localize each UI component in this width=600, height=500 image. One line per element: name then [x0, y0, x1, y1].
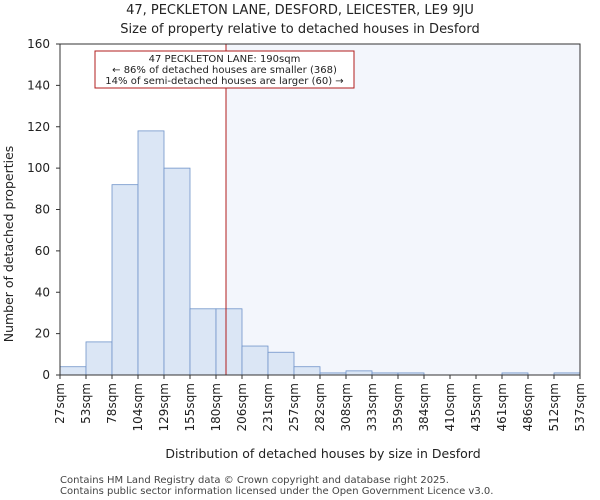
x-tick-label: 53sqm [79, 383, 93, 424]
y-axis-label: Number of detached properties [1, 146, 16, 343]
x-tick-label: 359sqm [391, 383, 405, 431]
chart-subtitle: Size of property relative to detached ho… [120, 22, 479, 37]
bar-257sqm [293, 366, 321, 376]
annotation-line-2: ← 86% of detached houses are smaller (36… [112, 65, 337, 76]
x-tick-label: 231sqm [261, 383, 275, 431]
chart-title: 47, PECKLETON LANE, DESFORD, LEICESTER, … [126, 3, 474, 18]
highlight-region [226, 44, 580, 375]
x-tick-label: 537sqm [573, 383, 587, 431]
y-tick-label: 0 [42, 368, 50, 382]
footer-line-2: Contains public sector information licen… [60, 486, 493, 497]
x-tick-label: 206sqm [235, 383, 249, 431]
annotation-line-3: 14% of semi-detached houses are larger (… [105, 76, 343, 87]
y-tick-label: 80 [35, 203, 50, 217]
y-ticks: 0 20 40 60 80 100 120 140 160 [27, 37, 60, 382]
bar-155sqm [189, 308, 217, 376]
x-tick-label: 308sqm [339, 383, 353, 431]
bar-78sqm [111, 184, 139, 376]
bar-53sqm [85, 341, 113, 376]
bar-231sqm [267, 351, 295, 376]
x-tick-label: 129sqm [157, 383, 171, 431]
x-tick-label: 410sqm [443, 383, 457, 431]
x-tick-label: 333sqm [365, 383, 379, 431]
bar-129sqm [163, 167, 191, 376]
x-tick-label: 435sqm [469, 383, 483, 431]
x-tick-label: 27sqm [53, 383, 67, 424]
y-tick-label: 100 [27, 161, 50, 175]
x-tick-label: 486sqm [521, 383, 535, 431]
y-tick-label: 40 [35, 285, 50, 299]
x-tick-label: 282sqm [313, 383, 327, 431]
x-ticks: 27sqm 53sqm 78sqm 104sqm 129sqm 155sqm 180sqm 2… [53, 375, 587, 431]
x-tick-label: 461sqm [495, 383, 509, 431]
y-tick-label: 120 [27, 120, 50, 134]
annotation-line-1: 47 PECKLETON LANE: 190sqm [149, 54, 301, 65]
x-axis-label: Distribution of detached houses by size … [165, 446, 480, 461]
y-tick-label: 60 [35, 244, 50, 258]
footer-line-1: Contains HM Land Registry data © Crown c… [60, 475, 449, 486]
x-tick-label: 78sqm [105, 383, 119, 424]
x-tick-label: 155sqm [183, 383, 197, 431]
bar-206sqm [241, 345, 269, 376]
x-tick-label: 512sqm [547, 383, 561, 431]
annotation-box: 47 PECKLETON LANE: 190sqm ← 86% of detac… [94, 50, 355, 89]
x-tick-label: 104sqm [131, 383, 145, 431]
bars-group [59, 130, 581, 376]
y-tick-label: 140 [27, 78, 50, 92]
bar-308sqm [345, 370, 373, 376]
annotation-frame [94, 50, 355, 89]
bar-27sqm [59, 366, 87, 376]
bar-180sqm [215, 308, 243, 376]
x-tick-label: 180sqm [209, 383, 223, 431]
y-tick-label: 20 [35, 327, 50, 341]
bar-104sqm [137, 130, 165, 376]
x-tick-label: 257sqm [287, 383, 301, 431]
y-tick-label: 160 [27, 37, 50, 51]
x-tick-label: 384sqm [417, 383, 431, 431]
